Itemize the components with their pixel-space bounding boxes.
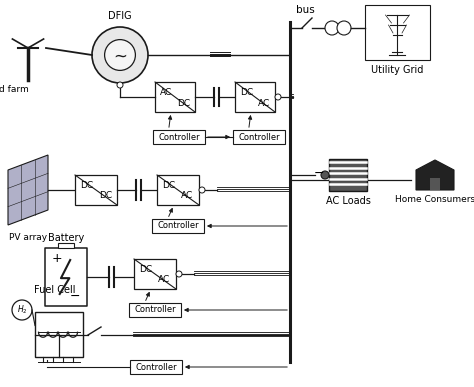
Text: Wind farm: Wind farm bbox=[0, 86, 28, 94]
Circle shape bbox=[92, 27, 148, 83]
Text: DFIG: DFIG bbox=[108, 11, 132, 21]
Text: AC Loads: AC Loads bbox=[326, 196, 371, 206]
Bar bbox=[157, 175, 199, 205]
Text: +: + bbox=[52, 252, 62, 264]
Text: bus: bus bbox=[296, 5, 314, 15]
Text: Controller: Controller bbox=[134, 305, 176, 315]
Text: $H_2$: $H_2$ bbox=[17, 304, 27, 316]
Bar bbox=[233, 130, 285, 144]
Circle shape bbox=[337, 21, 351, 35]
Text: DC: DC bbox=[177, 99, 191, 108]
Text: AC: AC bbox=[181, 192, 193, 200]
Text: DC: DC bbox=[162, 181, 175, 190]
Circle shape bbox=[12, 300, 32, 320]
Bar bbox=[365, 5, 430, 60]
Circle shape bbox=[105, 39, 136, 70]
Circle shape bbox=[325, 21, 339, 35]
Polygon shape bbox=[8, 155, 48, 225]
Text: Controller: Controller bbox=[238, 132, 280, 142]
Circle shape bbox=[176, 271, 182, 277]
Bar bbox=[153, 130, 205, 144]
Text: AC: AC bbox=[258, 99, 270, 108]
Text: Home Consumers: Home Consumers bbox=[395, 195, 474, 204]
Bar bbox=[45, 248, 87, 306]
Bar bbox=[235, 82, 275, 112]
Bar bbox=[430, 178, 440, 190]
Polygon shape bbox=[416, 160, 454, 190]
Bar bbox=[35, 312, 83, 357]
Text: DC: DC bbox=[99, 192, 112, 200]
Circle shape bbox=[117, 82, 123, 88]
Text: PV array: PV array bbox=[9, 233, 47, 241]
Circle shape bbox=[199, 187, 205, 193]
Text: Controller: Controller bbox=[157, 221, 199, 231]
Circle shape bbox=[321, 171, 329, 179]
Bar bbox=[152, 219, 204, 233]
Text: AC: AC bbox=[158, 276, 170, 284]
Bar bbox=[155, 82, 195, 112]
Text: Utility Grid: Utility Grid bbox=[371, 65, 424, 75]
Bar bbox=[75, 175, 117, 205]
Circle shape bbox=[275, 94, 281, 100]
Bar bbox=[58, 243, 74, 248]
Text: DC: DC bbox=[139, 265, 152, 274]
Bar bbox=[129, 303, 181, 317]
Text: DC: DC bbox=[240, 88, 253, 97]
Text: Fuel Cell: Fuel Cell bbox=[34, 285, 76, 295]
Text: −: − bbox=[314, 166, 324, 180]
Text: Controller: Controller bbox=[158, 132, 200, 142]
Text: DC: DC bbox=[80, 181, 93, 190]
Text: Controller: Controller bbox=[135, 363, 177, 372]
Bar bbox=[130, 360, 182, 374]
Bar bbox=[329, 159, 367, 191]
Text: AC: AC bbox=[160, 88, 173, 97]
Bar bbox=[134, 259, 176, 289]
Text: −: − bbox=[70, 289, 81, 303]
Text: Battery: Battery bbox=[48, 233, 84, 243]
Text: ~: ~ bbox=[113, 48, 127, 66]
